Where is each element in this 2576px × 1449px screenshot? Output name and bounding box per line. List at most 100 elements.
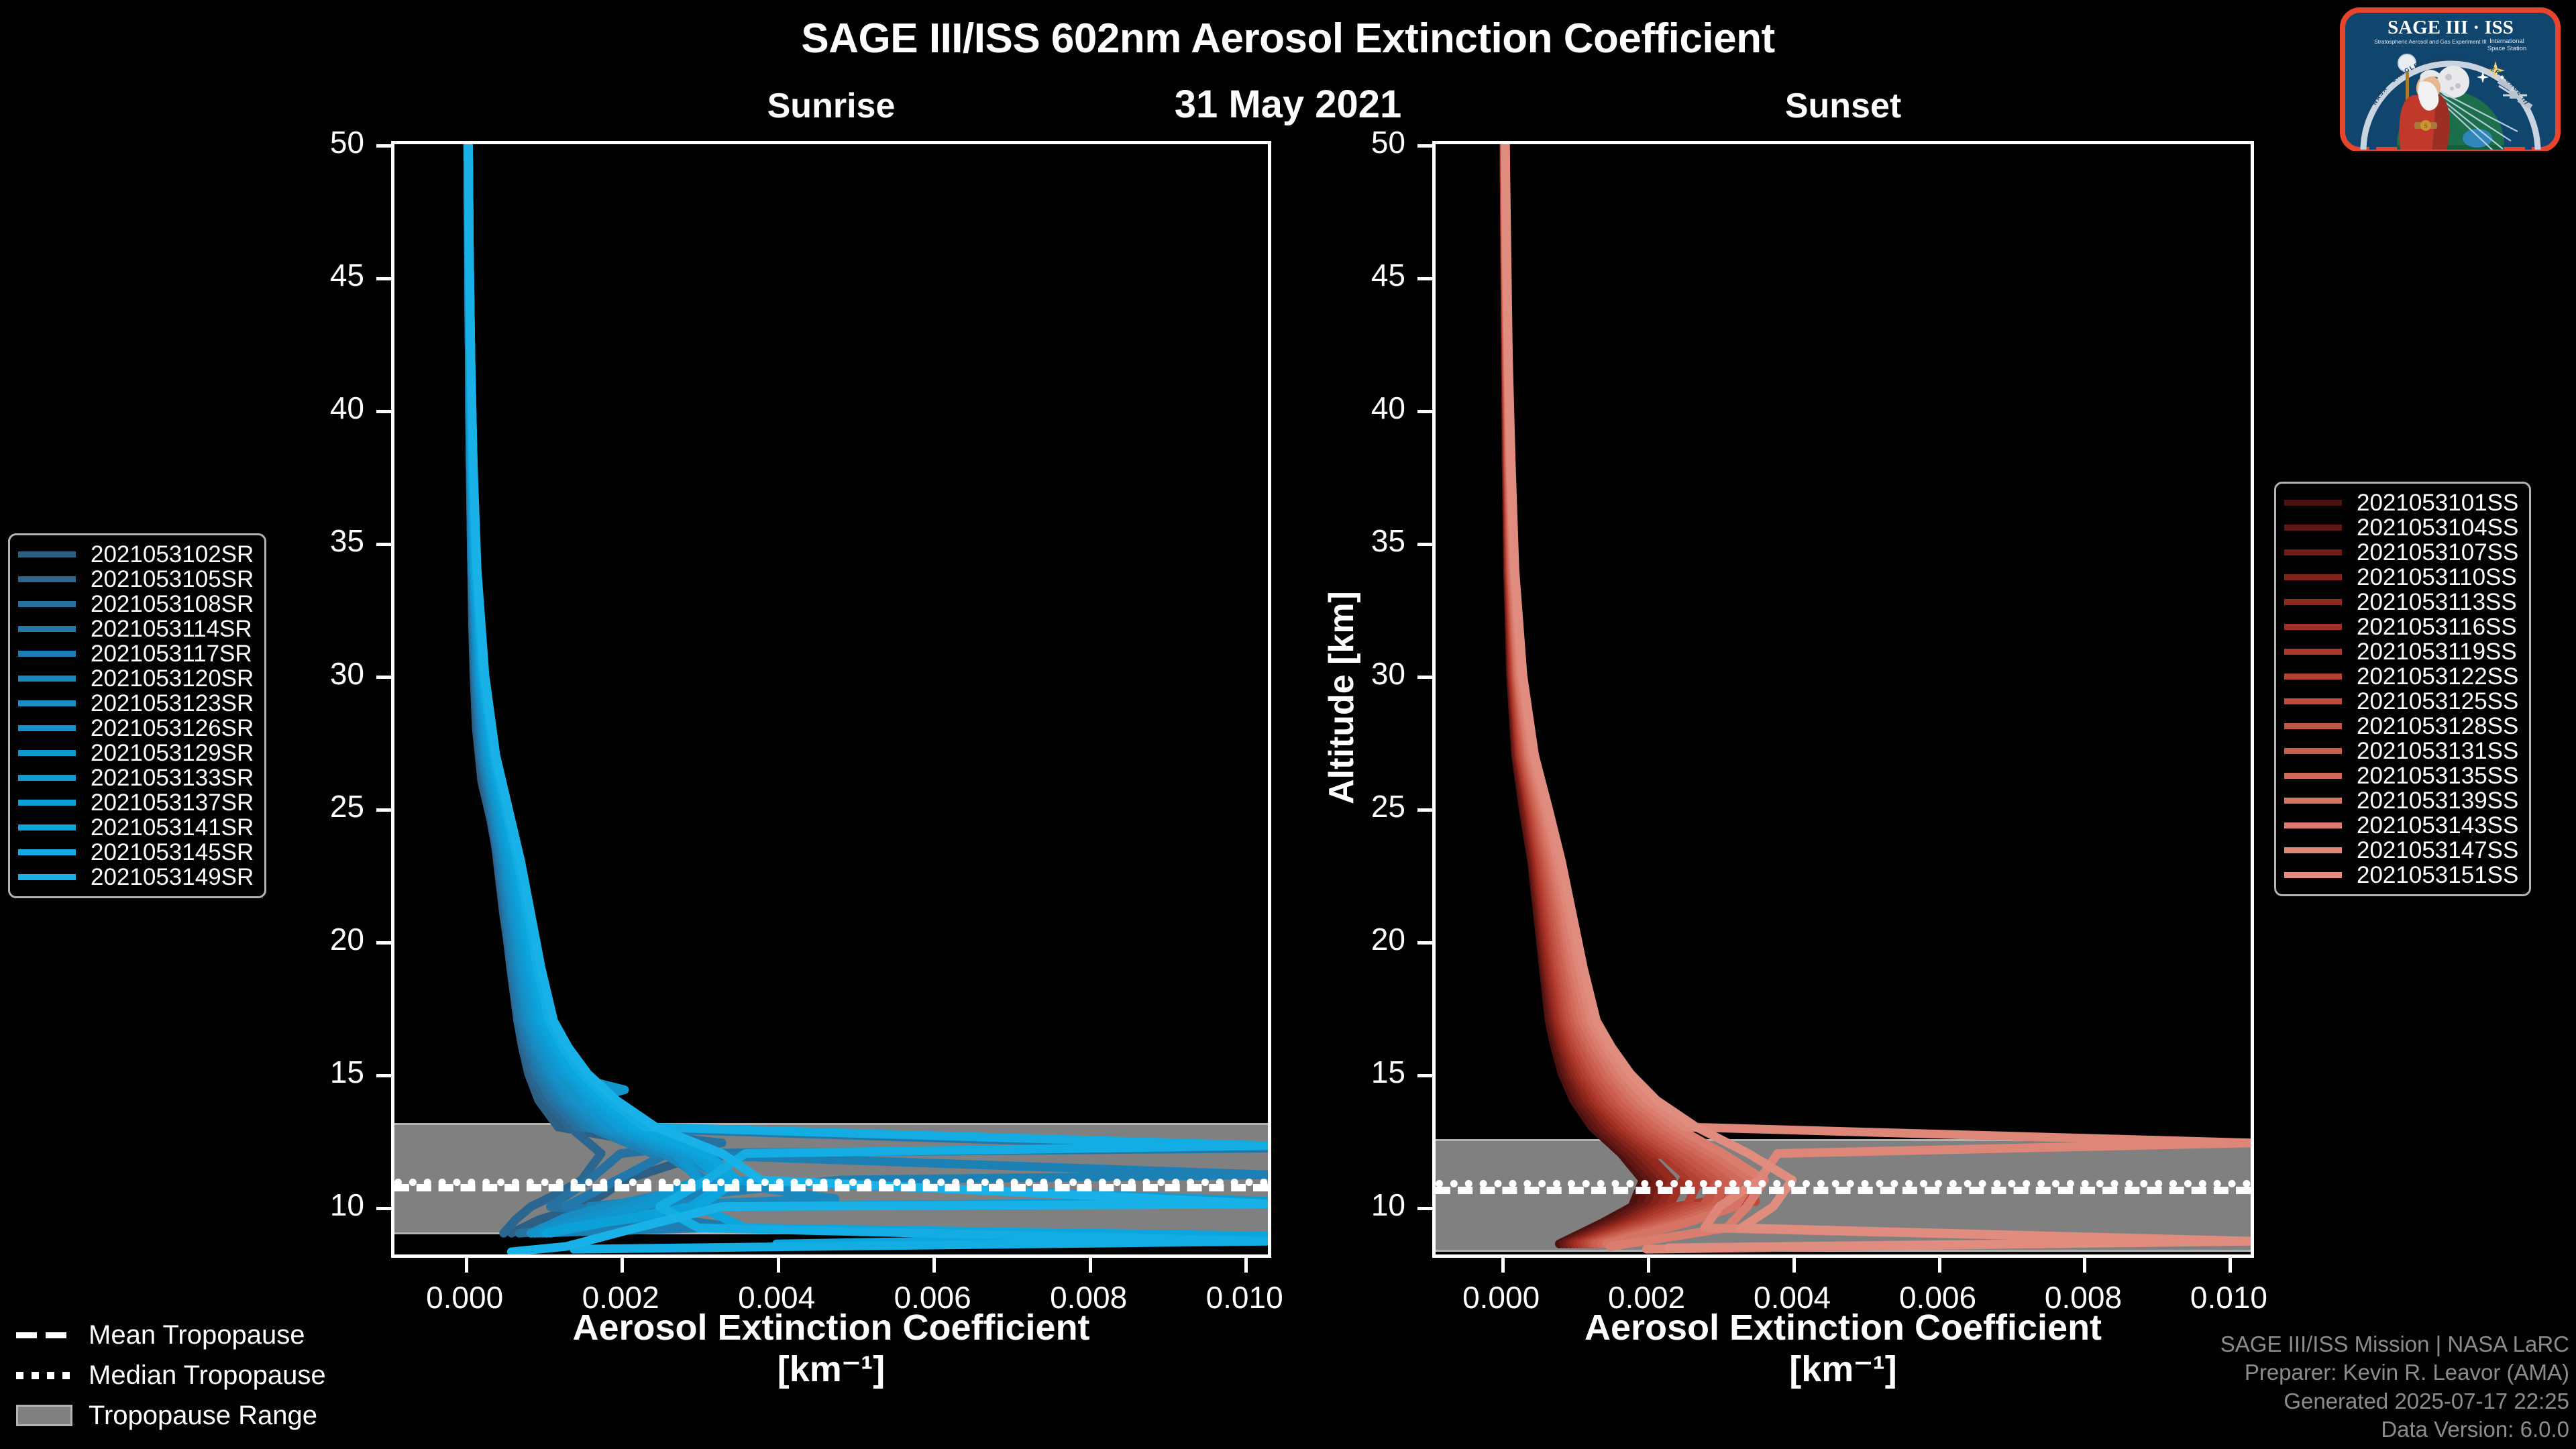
- legend-item[interactable]: 2021053119SS: [2284, 639, 2518, 665]
- legend-item[interactable]: 2021053137SR: [18, 789, 254, 816]
- credits-line-preparer: Preparer: Kevin R. Leavor (AMA): [2244, 1360, 2569, 1385]
- y-axis-tick: [376, 1206, 391, 1210]
- patch-subtitle-right-1: International: [2489, 37, 2524, 44]
- legend-item[interactable]: 2021053123SR: [18, 690, 254, 716]
- legend-item-label: 2021053110SS: [2357, 564, 2517, 590]
- legend-color-swatch: [18, 651, 76, 657]
- legend-sunset[interactable]: 2021053101SS 2021053104SS 2021053107SS 2021…: [2274, 482, 2532, 896]
- legend-color-swatch: [2284, 574, 2342, 580]
- y-axis-tick: [1417, 675, 1432, 679]
- y-axis-tick: [1417, 941, 1432, 945]
- legend-item[interactable]: 2021053129SR: [18, 740, 254, 766]
- y-axis-tick: [376, 144, 391, 148]
- series-line: [463, 144, 735, 1238]
- legend-item[interactable]: 2021053117SR: [18, 641, 254, 667]
- key-row-tropopause-range: Tropopause Range: [16, 1395, 326, 1436]
- legend-color-swatch: [2284, 599, 2342, 605]
- legend-item[interactable]: 2021053128SS: [2284, 713, 2518, 739]
- x-axis-tick-label: 0.000: [426, 1280, 504, 1315]
- y-axis-tick-label: 40: [1371, 390, 1405, 425]
- series-line: [464, 144, 1268, 1254]
- x-axis-tick-label: 0.008: [2044, 1280, 2123, 1315]
- legend-item[interactable]: 2021053149SR: [18, 864, 254, 890]
- y-axis-tick-label: 50: [1371, 125, 1405, 160]
- legend-item[interactable]: 2021053141SR: [18, 814, 254, 841]
- legend-item[interactable]: 2021053104SS: [2284, 514, 2519, 541]
- patch-subtitle-right-2: Space Station: [2487, 44, 2526, 52]
- legend-item[interactable]: 2021053135SS: [2284, 762, 2519, 789]
- legend-item[interactable]: 2021053101SS: [2284, 490, 2518, 516]
- legend-color-swatch: [18, 824, 76, 830]
- x-axis-tick: [1792, 1258, 1796, 1273]
- legend-item-label: 2021053122SS: [2357, 663, 2519, 690]
- legend-item[interactable]: 2021053114SR: [18, 615, 254, 642]
- legend-item-label: 2021053125SS: [2357, 688, 2519, 714]
- key-row-mean-tropopause: Mean Tropopause: [16, 1315, 326, 1355]
- legend-item[interactable]: 2021053126SR: [18, 715, 254, 741]
- legend-item-label: 2021053147SS: [2357, 837, 2519, 863]
- legend-item[interactable]: 2021053147SS: [2284, 837, 2519, 863]
- legend-item-label: 2021053141SR: [91, 814, 254, 841]
- y-axis-tick-label: 40: [329, 390, 364, 425]
- y-axis-tick-label: 15: [1371, 1054, 1405, 1089]
- legend-item-label: 2021053108SR: [91, 590, 254, 617]
- dashed-line-icon: [16, 1328, 72, 1342]
- legend-item[interactable]: 2021053151SS: [2284, 861, 2519, 888]
- legend-item[interactable]: 2021053108SR: [18, 590, 254, 617]
- legend-item[interactable]: 2021053133SR: [18, 765, 254, 791]
- x-axis-title-line2: [km⁻¹]: [1789, 1349, 1897, 1390]
- legend-item[interactable]: 2021053122SS: [2284, 663, 2519, 690]
- legend-color-swatch: [2284, 549, 2342, 555]
- x-axis-title-line1: Aerosol Extinction Coefficient: [572, 1307, 1090, 1348]
- legend-item-label: 2021053113SS: [2357, 588, 2517, 615]
- legend-color-swatch: [18, 750, 76, 756]
- x-axis-tick: [1088, 1258, 1092, 1273]
- legend-item[interactable]: 2021053139SS: [2284, 788, 2518, 814]
- legend-item-label: 2021053135SS: [2357, 762, 2519, 789]
- legend-item[interactable]: 2021053105SR: [18, 566, 254, 592]
- legend-item-label: 2021053114SR: [91, 615, 252, 642]
- legend-sunrise[interactable]: 2021053102SR 2021053105SR 2021053108SR 2021…: [8, 533, 267, 898]
- y-axis-tick: [1417, 1206, 1432, 1210]
- legend-item[interactable]: 2021053113SS: [2284, 588, 2518, 615]
- legend-color-swatch: [2284, 748, 2342, 754]
- credits-line-version: Data Version: 6.0.0: [2381, 1416, 2569, 1442]
- legend-item-label: 2021053137SR: [91, 789, 254, 816]
- y-axis-tick: [1417, 276, 1432, 280]
- y-axis-tick-label: 45: [329, 257, 364, 292]
- legend-item[interactable]: 2021053120SR: [18, 665, 254, 692]
- legend-item[interactable]: 2021053107SS: [2284, 539, 2519, 566]
- y-axis-tick-label: 30: [1371, 655, 1405, 691]
- y-axis-tick-label: 35: [1371, 523, 1405, 558]
- y-axis-tick-label: 50: [329, 125, 364, 160]
- y-axis-tick-label: 45: [1371, 257, 1405, 292]
- legend-item[interactable]: 2021053110SS: [2284, 564, 2518, 590]
- legend-color-swatch: [18, 849, 76, 855]
- mean-tropopause-line: [1436, 1187, 2251, 1195]
- x-axis-tick-label: 0.006: [894, 1280, 971, 1315]
- legend-item[interactable]: 2021053145SR: [18, 839, 254, 865]
- legend-item[interactable]: 2021053116SS: [2284, 613, 2518, 640]
- x-axis-tick-label: 0.008: [1050, 1280, 1128, 1315]
- patch-title: SAGE III · ISS: [2387, 17, 2514, 38]
- legend-color-swatch: [2284, 847, 2342, 853]
- legend-item-label: 2021053107SS: [2357, 539, 2519, 566]
- y-axis-tick: [376, 409, 391, 413]
- legend-color-swatch: [18, 551, 76, 557]
- legend-color-swatch: [2284, 798, 2342, 804]
- legend-color-swatch: [18, 874, 76, 880]
- x-axis-tick: [2229, 1258, 2233, 1273]
- legend-item-label: 2021053143SS: [2357, 812, 2519, 839]
- legend-item-label: 2021053104SS: [2357, 514, 2519, 541]
- svg-text:S: S: [2424, 123, 2427, 129]
- legend-item[interactable]: 2021053143SS: [2284, 812, 2519, 839]
- legend-item[interactable]: 2021053125SS: [2284, 688, 2519, 714]
- x-axis-tick: [932, 1258, 936, 1273]
- legend-item-label: 2021053145SR: [91, 839, 254, 865]
- legend-item-label: 2021053116SS: [2357, 613, 2517, 640]
- legend-item-label: 2021053151SS: [2357, 861, 2519, 888]
- legend-item[interactable]: 2021053102SR: [18, 541, 254, 568]
- plot-panel-sunset: [1432, 141, 2254, 1258]
- y-axis-tick: [1417, 808, 1432, 812]
- legend-item[interactable]: 2021053131SS: [2284, 738, 2518, 764]
